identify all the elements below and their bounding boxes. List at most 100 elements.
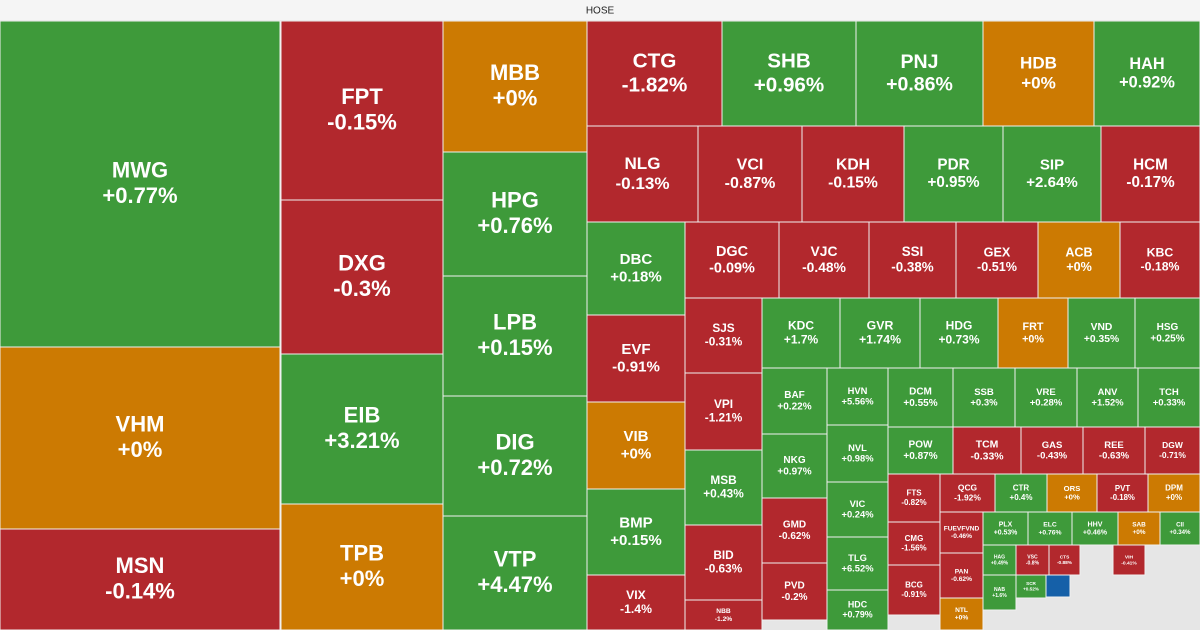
change-label: -0.63% (705, 562, 743, 576)
ticker-label: KDH (836, 157, 870, 174)
change-label: +0% (955, 615, 969, 622)
tile (1100, 125, 1200, 223)
ticker-label: DBC (620, 251, 653, 268)
ticker-label: DXG (338, 251, 386, 276)
change-label: -0.38% (891, 260, 933, 275)
change-label: +0.25% (1150, 334, 1184, 345)
ticker-label: KDC (788, 319, 814, 333)
change-label: +0% (1022, 333, 1044, 345)
tile (952, 426, 1022, 475)
tile (855, 20, 984, 127)
change-label: -0.15% (828, 175, 878, 192)
ticker-label: CTR (1013, 484, 1030, 493)
ticker-label: SAB (1132, 522, 1146, 529)
tile (442, 20, 588, 153)
change-label: +0% (118, 437, 163, 462)
change-label: -1.2% (715, 616, 732, 623)
ticker-label: VND (1091, 322, 1113, 333)
ticker-label: HPG (491, 188, 539, 213)
change-label: -1.92% (954, 492, 981, 502)
ticker-label: SCR (1026, 581, 1036, 586)
ticker-label: PAN (955, 569, 969, 576)
change-label: +1.52% (1091, 398, 1124, 408)
change-label: -0.17% (1126, 174, 1175, 191)
change-label: +1.6% (992, 593, 1007, 599)
change-label: +0.18% (610, 269, 662, 286)
ticker-label: DGC (716, 244, 749, 260)
change-label: +0.4% (1010, 493, 1033, 502)
tile (982, 544, 1017, 576)
ticker-label: POW (909, 440, 933, 451)
change-label: +0.76% (1038, 529, 1061, 536)
tile (721, 20, 857, 127)
ticker-label: DPM (1165, 484, 1183, 493)
change-label: -0.51% (977, 260, 1017, 274)
tile (1015, 574, 1047, 599)
tile (1093, 20, 1200, 127)
ticker-label: ANV (1098, 387, 1119, 397)
change-label: +0.86% (886, 73, 953, 95)
change-label: +0.72% (477, 455, 552, 480)
ticker-label: FPT (341, 84, 383, 109)
tile (586, 488, 686, 576)
ticker-label: NVL (848, 443, 867, 453)
ticker-label: GVR (867, 318, 894, 332)
change-label: +0.95% (927, 174, 980, 191)
tile (280, 20, 444, 201)
ticker-label: HDB (1020, 54, 1057, 73)
tile (826, 589, 889, 630)
ticker-label: MSN (116, 553, 165, 578)
tile (0, 20, 281, 348)
tile (982, 574, 1017, 611)
ticker-label: VHM (116, 412, 165, 437)
tile (994, 473, 1048, 513)
change-label: +0.34% (1170, 529, 1192, 536)
change-label: +0.77% (102, 183, 177, 208)
change-label: -1.82% (622, 73, 688, 96)
change-label: +0.96% (754, 73, 824, 96)
ticker-label: VCI (737, 156, 764, 173)
ticker-label: BAF (784, 390, 805, 401)
change-label: +0.22% (777, 402, 811, 413)
ticker-label: TCH (1159, 387, 1179, 398)
tile (0, 528, 281, 630)
change-label: +0.53% (994, 529, 1018, 536)
change-label: +0.73% (938, 332, 979, 346)
tile (1048, 544, 1081, 576)
chart-title: HOSE (586, 6, 615, 17)
change-label: -1.4% (620, 602, 652, 616)
ticker-label: MWG (112, 158, 168, 183)
change-label: +1.74% (859, 333, 901, 347)
change-label: -0.43% (1037, 451, 1068, 462)
ticker-label: CTS (1060, 555, 1070, 561)
tile (955, 221, 1039, 299)
ticker-label: VIB (623, 428, 648, 445)
change-label: -0.63% (1099, 451, 1130, 462)
change-label: +0.98% (841, 454, 874, 464)
tile (697, 125, 803, 223)
ticker-label: TLG (848, 553, 867, 563)
ticker-label: SIP (1040, 157, 1064, 174)
change-label: +0.35% (1084, 334, 1119, 345)
change-label: -0.18% (1141, 260, 1180, 274)
change-label: -0.82% (901, 498, 926, 507)
ticker-label: TPB (340, 541, 384, 566)
ticker-label: CMG (905, 534, 924, 543)
ticker-label: GMD (783, 520, 806, 531)
tile (1112, 544, 1146, 576)
ticker-label: NKG (783, 455, 805, 466)
tile (903, 125, 1004, 223)
ticker-label: VJC (811, 243, 838, 259)
tile (1159, 511, 1200, 546)
tile (442, 515, 588, 630)
change-label: +0% (1021, 73, 1056, 92)
tile (1046, 473, 1098, 513)
change-label: +0.55% (903, 398, 937, 409)
change-label: +0.3% (970, 398, 998, 409)
tile (1037, 221, 1121, 299)
change-label: -0.2% (781, 592, 807, 603)
change-label: +0.97% (777, 467, 811, 478)
change-label: +6.52% (841, 564, 874, 574)
ticker-label: SHB (767, 50, 811, 73)
